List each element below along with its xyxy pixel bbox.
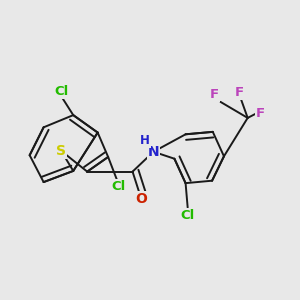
- Text: F: F: [210, 88, 219, 101]
- Text: Cl: Cl: [54, 85, 68, 98]
- Text: F: F: [234, 85, 244, 99]
- Text: H: H: [140, 134, 150, 147]
- Text: Cl: Cl: [181, 209, 195, 222]
- Text: S: S: [56, 144, 66, 158]
- Text: F: F: [256, 107, 265, 120]
- Text: N: N: [148, 145, 159, 159]
- Text: Cl: Cl: [112, 180, 126, 193]
- Text: O: O: [135, 192, 147, 206]
